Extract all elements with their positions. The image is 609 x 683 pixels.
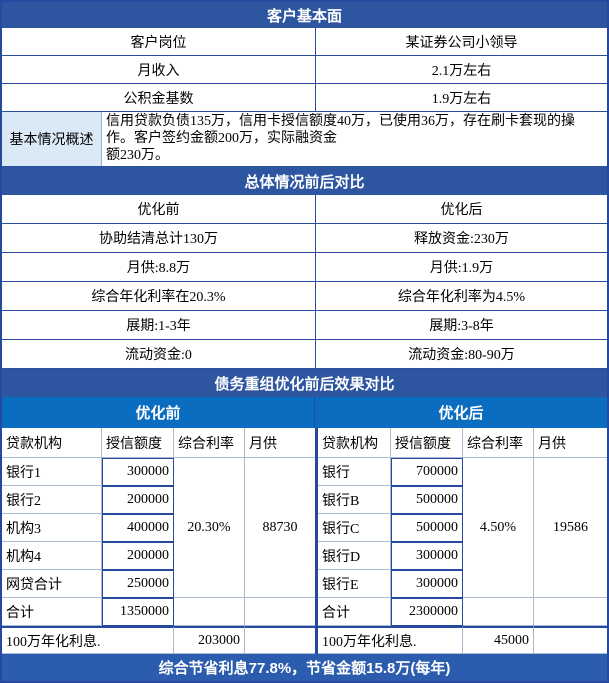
before-interest-amount: 203000 [174, 626, 245, 654]
before-amount-3: 400000 [102, 514, 174, 542]
detail-before-header: 优化前 [2, 397, 315, 428]
after-interest-label: 100万年化利息. [318, 626, 463, 654]
after-total-rate-empty [463, 598, 534, 626]
basic-row-position: 客户岗位 某证券公司小领导 [2, 28, 607, 56]
after-interest-empty [534, 626, 607, 654]
after-amount-5: 300000 [391, 570, 463, 598]
overall-row-term: 展期:1-3年 展期:3-8年 [2, 311, 607, 340]
overall-row-liquidity: 流动资金:0 流动资金:80-90万 [2, 340, 607, 369]
after-col-org: 贷款机构 [318, 428, 391, 458]
overall-after-monthly: 月供:1.9万 [429, 261, 494, 276]
before-org-2: 银行2 [2, 486, 102, 514]
before-interest-empty [245, 626, 315, 654]
before-total-rate-empty [174, 598, 245, 626]
basic-label-position: 客户岗位 [2, 28, 316, 55]
before-amount-1: 300000 [102, 458, 174, 486]
after-rate-merged: 4.50% [463, 458, 534, 598]
overview-label: 基本情况概述 [2, 112, 102, 166]
overall-before-settle: 协助结清总计130万 [2, 224, 316, 252]
before-monthly-merged: 88730 [245, 458, 315, 598]
after-amount-2: 500000 [391, 486, 463, 514]
detail-section-title: 债务重组优化前后效果对比 [2, 369, 607, 397]
before-amount-2: 200000 [102, 486, 174, 514]
before-org-5: 网贷合计 [2, 570, 102, 598]
overview-text: 信用贷款负债135万，信用卡授信额度40万，已使用36万，存在刷卡套现的操 作。… [106, 114, 575, 163]
after-total-amount: 2300000 [391, 598, 463, 626]
after-col-monthly: 月供 [534, 428, 607, 458]
basic-section-title: 客户基本面 [2, 2, 607, 28]
basic-value-position: 某证券公司小领导 [405, 35, 518, 51]
before-total-monthly-empty [245, 598, 315, 626]
after-org-4: 银行D [318, 542, 391, 570]
after-col-credit: 授信额度 [391, 428, 463, 458]
before-org-3: 机构3 [2, 514, 102, 542]
comparison-tables: 贷款机构 授信额度 综合利率 月供 银行1 300000 20.30% 8873… [2, 428, 607, 654]
savings-summary-bar: 综合节省利息77.8%，节省金额15.8万(每年) [2, 654, 607, 681]
before-org-4: 机构4 [2, 542, 102, 570]
overall-after-settle: 释放资金:230万 [414, 232, 509, 247]
before-col-rate: 综合利率 [174, 428, 245, 458]
before-total-amount: 1350000 [102, 598, 174, 626]
basic-row-income: 月收入 2.1万左右 [2, 56, 607, 84]
overall-before-rate: 综合年化利率在20.3% [2, 282, 316, 310]
overall-row-rate: 综合年化利率在20.3% 综合年化利率为4.5% [2, 282, 607, 311]
before-amount-4: 200000 [102, 542, 174, 570]
overall-after-rate: 综合年化利率为4.5% [397, 290, 526, 305]
after-org-1: 银行 [318, 458, 391, 486]
overall-after-header: 优化后 [440, 203, 483, 218]
detail-after-header: 优化后 [438, 405, 484, 422]
after-total-label: 合计 [318, 598, 391, 626]
after-amount-1: 700000 [391, 458, 463, 486]
overall-header-row: 优化前 优化后 [2, 195, 607, 224]
overall-after-liquidity: 流动资金:80-90万 [408, 348, 515, 363]
basic-row-fund-base: 公积金基数 1.9万左右 [2, 84, 607, 112]
after-col-rate: 综合利率 [463, 428, 534, 458]
overall-before-liquidity: 流动资金:0 [2, 340, 316, 368]
after-amount-4: 300000 [391, 542, 463, 570]
after-org-5: 银行E [318, 570, 391, 598]
before-col-monthly: 月供 [245, 428, 315, 458]
after-org-3: 银行C [318, 514, 391, 542]
after-total-monthly-empty [534, 598, 607, 626]
detail-subheader-row: 优化前 优化后 [2, 397, 607, 428]
before-interest-label: 100万年化利息. [2, 626, 174, 654]
overall-section-title: 总体情况前后对比 [2, 167, 607, 195]
before-table: 贷款机构 授信额度 综合利率 月供 银行1 300000 20.30% 8873… [2, 428, 315, 654]
basic-label-income: 月收入 [2, 56, 316, 83]
before-rate-merged: 20.30% [174, 458, 245, 598]
after-amount-3: 500000 [391, 514, 463, 542]
overall-before-monthly: 月供:8.8万 [2, 253, 316, 281]
before-org-1: 银行1 [2, 458, 102, 486]
after-org-2: 银行B [318, 486, 391, 514]
overall-row-settle: 协助结清总计130万 释放资金:230万 [2, 224, 607, 253]
overall-after-term: 展期:3-8年 [429, 319, 494, 334]
overall-before-header: 优化前 [2, 195, 316, 223]
basic-value-income: 2.1万左右 [431, 63, 492, 79]
before-amount-5: 250000 [102, 570, 174, 598]
after-table: 贷款机构 授信额度 综合利率 月供 银行 700000 4.50% 19586 … [315, 428, 607, 654]
overall-before-term: 展期:1-3年 [2, 311, 316, 339]
basic-value-fund-base: 1.9万左右 [431, 91, 492, 107]
before-col-org: 贷款机构 [2, 428, 102, 458]
before-total-label: 合计 [2, 598, 102, 626]
overall-row-monthly: 月供:8.8万 月供:1.9万 [2, 253, 607, 282]
overview-row: 基本情况概述 信用贷款负债135万，信用卡授信额度40万，已使用36万，存在刷卡… [2, 112, 607, 167]
before-col-credit: 授信额度 [102, 428, 174, 458]
basic-label-fund-base: 公积金基数 [2, 84, 316, 111]
after-monthly-merged: 19586 [534, 458, 607, 598]
after-interest-amount: 45000 [463, 626, 534, 654]
